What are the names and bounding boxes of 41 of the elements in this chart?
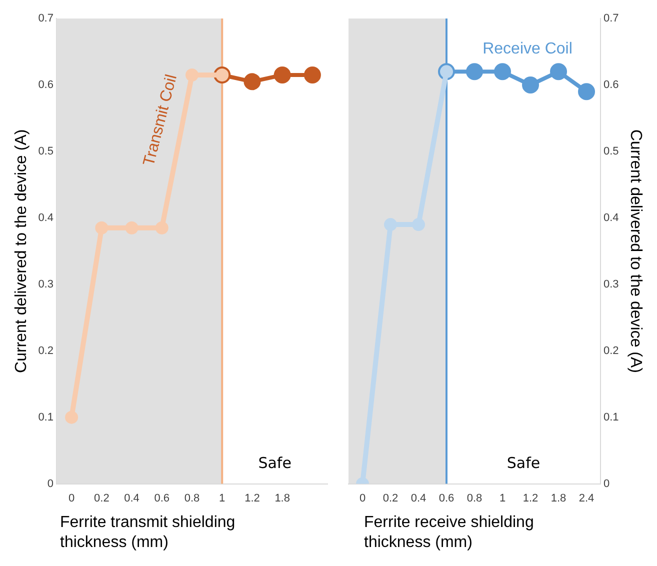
x-axis-title: Ferrite transmit shielding thickness (mm) [59,513,236,553]
y-tick-label: 0 [47,478,54,490]
series-label: Receive Coil [482,40,572,58]
x-tick-label: 0.8 [466,492,482,504]
y-axis-title: Current delivered to the device (A) [13,129,30,373]
y2-tick-label: 0.1 [604,411,619,424]
y2-tick-label: 0.4 [604,212,619,224]
x-tick-label: 1.2 [244,492,260,504]
x-tick-label: 0.6 [154,492,170,504]
y-tick-label: 0.2 [38,344,54,357]
x-tick-label: 1.8 [550,492,566,504]
x-tick-label: 0.8 [184,492,200,504]
x-tick-label: 0.4 [124,492,140,504]
y2-tick-label: 0 [604,478,610,490]
annotation: Safe [258,454,292,472]
y-tick-label: 0.6 [38,79,54,92]
y2-tick-label: 0.5 [604,145,619,158]
x-tick-label: 0.2 [382,492,398,504]
x-tick-label: 0.6 [438,492,454,504]
x-tick-label: 0.2 [94,492,110,504]
y-tick-label: 0.5 [38,145,54,158]
y-tick-label: 0.1 [38,411,54,424]
annotation: Safe [506,454,540,472]
x-tick-label: 2.4 [578,492,594,504]
x-tick-label: 1.2 [522,492,538,504]
x-tick-label: 1.8 [274,492,290,504]
x-tick-label: 0 [359,492,366,504]
y2-tick-label: 0.7 [604,12,619,25]
y2-axis-title: Current delivered to the device (A) [626,129,644,373]
x-tick-label: 0 [68,492,75,504]
y-tick-label: 0.3 [38,278,54,290]
x-tick-label: 0.4 [410,492,426,504]
y2-tick-label: 0.2 [604,344,619,357]
x-tick-label: 1 [499,492,506,504]
y-tick-label: 0.4 [38,212,54,224]
y2-tick-label: 0.6 [604,79,619,92]
text: Transmit Coil [140,72,180,168]
y2-tick-label: 0.3 [604,278,619,290]
x-tick-label: 1 [219,492,226,504]
y-tick-label: 0.7 [38,12,54,25]
x-axis-title: Ferrite receive shielding thickness (mm) [363,513,535,553]
